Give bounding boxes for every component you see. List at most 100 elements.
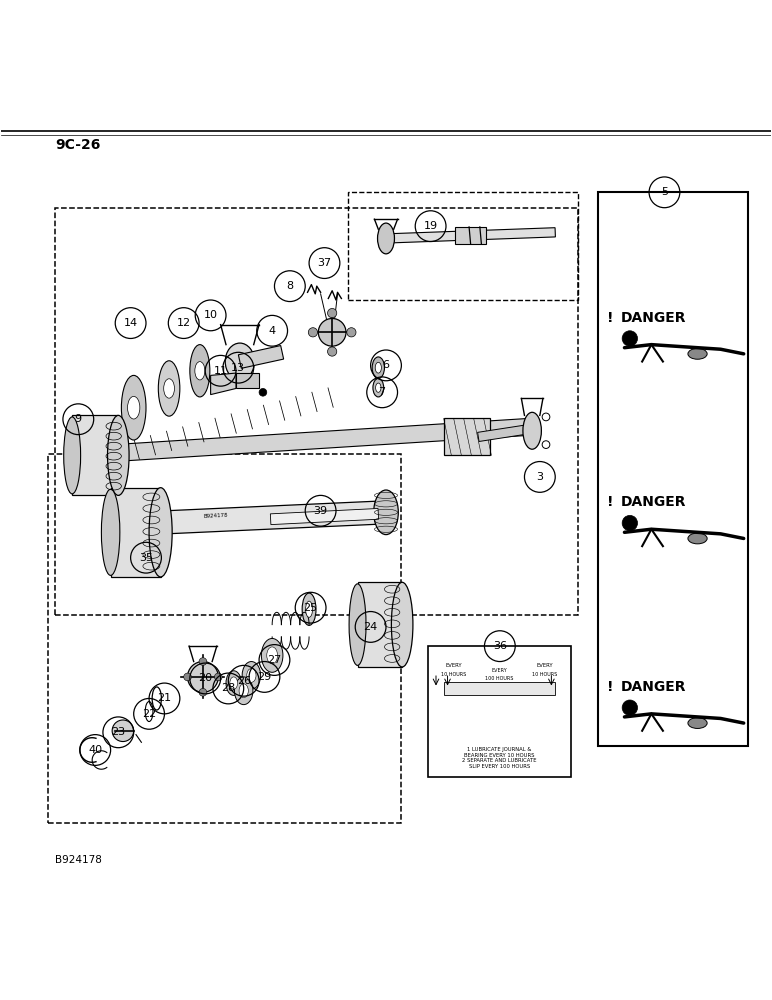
- Text: 37: 37: [317, 258, 331, 268]
- Ellipse shape: [688, 533, 707, 544]
- Ellipse shape: [149, 488, 172, 577]
- Circle shape: [184, 673, 191, 681]
- Ellipse shape: [158, 361, 180, 416]
- Text: 39: 39: [313, 506, 327, 516]
- Ellipse shape: [247, 668, 256, 682]
- Ellipse shape: [373, 378, 384, 397]
- Circle shape: [199, 688, 207, 696]
- Circle shape: [327, 308, 337, 318]
- Text: B924178: B924178: [56, 855, 102, 865]
- Text: 12: 12: [177, 318, 191, 328]
- Ellipse shape: [225, 343, 255, 380]
- Ellipse shape: [378, 223, 394, 254]
- Text: 23: 23: [111, 727, 125, 737]
- Text: 4: 4: [269, 326, 276, 336]
- Ellipse shape: [262, 638, 283, 672]
- Circle shape: [318, 318, 346, 346]
- Text: 14: 14: [124, 318, 137, 328]
- Circle shape: [347, 328, 356, 337]
- Circle shape: [199, 658, 207, 665]
- Ellipse shape: [107, 415, 129, 495]
- Bar: [428, 646, 571, 777]
- Text: !: !: [607, 311, 613, 325]
- Polygon shape: [211, 373, 236, 395]
- Ellipse shape: [121, 375, 146, 440]
- Text: 25: 25: [303, 603, 318, 613]
- Polygon shape: [386, 228, 555, 243]
- Text: 35: 35: [139, 553, 153, 563]
- Text: !: !: [607, 495, 613, 509]
- Text: 26: 26: [237, 676, 251, 686]
- Text: 22: 22: [142, 709, 156, 719]
- Text: EVERY: EVERY: [492, 668, 507, 673]
- Circle shape: [542, 413, 550, 421]
- Text: 6: 6: [382, 360, 390, 370]
- Text: 27: 27: [267, 655, 282, 665]
- Text: DANGER: DANGER: [621, 311, 686, 325]
- Ellipse shape: [242, 662, 261, 689]
- Text: DANGER: DANGER: [621, 495, 686, 509]
- Circle shape: [622, 515, 638, 531]
- Circle shape: [308, 328, 317, 337]
- Text: 11: 11: [214, 366, 228, 376]
- Ellipse shape: [101, 489, 120, 575]
- Ellipse shape: [235, 677, 253, 705]
- Ellipse shape: [164, 379, 174, 398]
- Bar: [444, 418, 490, 455]
- Bar: [236, 373, 259, 388]
- Text: 9C-26: 9C-26: [56, 138, 100, 152]
- Text: 21: 21: [157, 693, 171, 703]
- Ellipse shape: [267, 647, 278, 664]
- Polygon shape: [115, 501, 387, 536]
- Text: 100 HOURS: 100 HOURS: [486, 676, 513, 681]
- Polygon shape: [478, 425, 529, 441]
- Circle shape: [622, 700, 638, 715]
- Ellipse shape: [375, 362, 381, 373]
- Polygon shape: [101, 418, 529, 462]
- Ellipse shape: [239, 684, 249, 698]
- Text: 40: 40: [88, 745, 103, 755]
- Ellipse shape: [226, 671, 242, 695]
- Ellipse shape: [523, 412, 541, 449]
- Ellipse shape: [688, 348, 707, 359]
- Polygon shape: [444, 682, 555, 695]
- Text: 19: 19: [424, 221, 438, 231]
- Text: 28: 28: [222, 683, 235, 693]
- Bar: [72, 415, 118, 495]
- Text: 29: 29: [257, 672, 272, 682]
- Text: 10 HOURS: 10 HOURS: [533, 672, 557, 677]
- Polygon shape: [270, 508, 378, 525]
- Ellipse shape: [230, 677, 238, 689]
- Circle shape: [622, 331, 638, 346]
- Bar: [357, 582, 402, 667]
- Circle shape: [215, 673, 222, 681]
- Text: 1 LUBRICATE JOURNAL &
BEARING EVERY 10 HOURS
2 SEPARATE AND LUBRICATE
SLIP EVERY: 1 LUBRICATE JOURNAL & BEARING EVERY 10 H…: [462, 747, 537, 769]
- Bar: [110, 488, 161, 577]
- Ellipse shape: [376, 383, 381, 392]
- Ellipse shape: [372, 357, 384, 378]
- Text: 24: 24: [364, 622, 378, 632]
- Ellipse shape: [302, 593, 316, 625]
- Text: 20: 20: [198, 673, 212, 683]
- Text: EVERY: EVERY: [537, 663, 554, 668]
- Ellipse shape: [306, 601, 313, 617]
- Circle shape: [327, 347, 337, 356]
- Ellipse shape: [688, 718, 707, 728]
- Text: DANGER: DANGER: [621, 680, 686, 694]
- Text: EVERY: EVERY: [445, 663, 462, 668]
- Polygon shape: [239, 346, 283, 368]
- Circle shape: [542, 441, 550, 448]
- Ellipse shape: [374, 490, 398, 535]
- Ellipse shape: [190, 345, 210, 397]
- Bar: [455, 227, 486, 244]
- Text: 7: 7: [378, 387, 386, 397]
- Text: 8: 8: [286, 281, 293, 291]
- Text: 3: 3: [537, 472, 543, 482]
- Ellipse shape: [64, 417, 80, 494]
- Circle shape: [112, 720, 134, 742]
- Text: !: !: [607, 680, 613, 694]
- Ellipse shape: [349, 584, 366, 665]
- Ellipse shape: [195, 362, 205, 380]
- Text: 9: 9: [75, 414, 82, 424]
- Circle shape: [259, 388, 267, 396]
